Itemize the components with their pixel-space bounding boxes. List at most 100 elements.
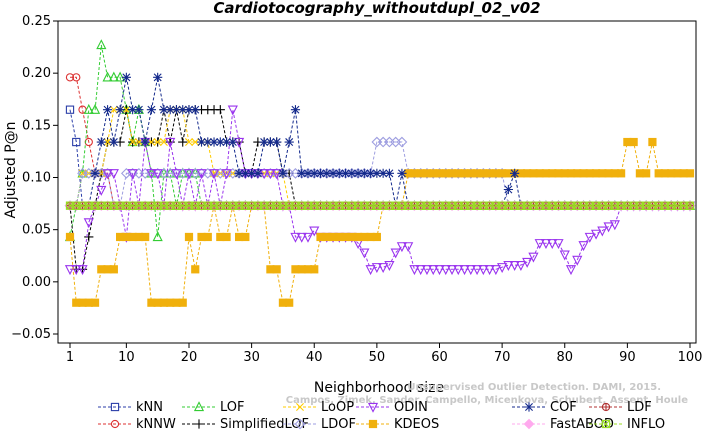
series-point: [109, 105, 118, 114]
series-point: [265, 169, 276, 180]
legend-label: INFLO: [627, 417, 665, 432]
series-point: [109, 265, 118, 274]
series-point: [597, 226, 608, 237]
series-point: [109, 137, 119, 147]
series-point: [396, 242, 408, 253]
series-inflo: [65, 201, 695, 210]
series-point: [128, 138, 137, 147]
legend-item-ldof: LDOF: [283, 417, 356, 432]
legend-marker: [524, 402, 534, 412]
series-point: [96, 185, 107, 196]
legend-item-lof: LOF: [182, 400, 245, 415]
legend-item-ldf: LDF: [589, 400, 652, 415]
series-point: [221, 169, 232, 180]
series-point: [629, 137, 638, 147]
x-tick-label: 20: [181, 350, 198, 365]
x-tick-label: 1: [66, 350, 74, 365]
series-point: [121, 72, 131, 82]
series-point: [159, 105, 169, 115]
series-point: [409, 265, 420, 276]
series-point: [83, 103, 94, 114]
series-point: [185, 138, 193, 147]
legend-marker: [294, 418, 306, 430]
series-point: [490, 265, 501, 276]
series-line-loop: [70, 109, 690, 207]
series-point: [353, 168, 363, 178]
series-point: [72, 73, 81, 82]
legend-marker: [193, 401, 205, 412]
series-point: [590, 229, 602, 240]
series-point: [296, 232, 307, 243]
legend-label: FastABOD: [550, 417, 614, 432]
legend-item-simplifiedlof: SimplifiedLOF: [182, 417, 309, 432]
x-tick-label: 80: [556, 350, 573, 365]
series-point: [497, 263, 508, 274]
series-point: [559, 250, 570, 261]
series-point: [390, 248, 401, 259]
series-point: [359, 168, 369, 178]
series-point: [108, 71, 119, 82]
series-point: [309, 226, 320, 237]
series-line-odin: [70, 109, 690, 271]
series-point: [547, 239, 558, 250]
legend-label: LDOF: [321, 417, 356, 432]
series-point: [309, 168, 319, 178]
series-point: [90, 168, 100, 178]
legend-marker: [296, 403, 304, 411]
series-point: [215, 105, 225, 115]
series-point: [265, 137, 276, 147]
series-point: [302, 232, 314, 243]
series-point: [89, 103, 101, 114]
series-point: [184, 232, 194, 242]
y-tick-label: 0.05: [22, 223, 51, 238]
series-point: [234, 168, 244, 178]
series-point: [528, 252, 539, 263]
series-point: [310, 265, 319, 274]
series-loop: [66, 105, 694, 210]
series-point: [146, 105, 157, 115]
series-point: [453, 265, 464, 276]
series-point: [178, 298, 187, 307]
series-point: [247, 168, 257, 178]
series-point: [171, 169, 182, 180]
series-point: [509, 260, 520, 271]
series-point: [565, 265, 577, 276]
legend-marker: [110, 402, 120, 412]
legend-label: ODIN: [394, 400, 428, 415]
series-point: [259, 137, 269, 147]
legend-label: kNNW: [136, 417, 176, 432]
series-point: [165, 137, 176, 148]
series-point: [278, 168, 288, 178]
series-point: [165, 105, 175, 115]
series-kdeos: [65, 137, 695, 307]
series-point: [459, 265, 470, 276]
series-point: [171, 105, 182, 115]
series-point: [152, 169, 163, 180]
series-point: [90, 298, 100, 307]
series-point: [228, 137, 238, 147]
series-point: [428, 265, 439, 276]
series-point: [396, 136, 408, 148]
series-point: [384, 168, 394, 178]
legend-label: LOF: [220, 400, 245, 415]
y-tick-label: 0.00: [22, 275, 51, 290]
legend-item-cof: COF: [512, 400, 577, 415]
series-point: [384, 260, 395, 271]
series-point: [71, 265, 82, 276]
series-point: [371, 263, 382, 274]
series-point: [642, 169, 651, 178]
series-point: [540, 239, 552, 250]
series-point: [241, 232, 250, 242]
series-simplifiedlof: [65, 105, 695, 274]
series-point: [534, 239, 545, 250]
series-point: [240, 168, 250, 178]
series-point: [196, 169, 207, 180]
series-point: [191, 138, 200, 147]
series-point: [203, 137, 213, 147]
legend-label: LoOP: [321, 400, 354, 415]
series-point: [378, 168, 388, 178]
watermark-line-2: Campos, Zimek, Sander, Campello, Micenko…: [286, 395, 688, 406]
series-point: [397, 168, 407, 178]
y-tick-label: −0.05: [11, 327, 51, 342]
series-point: [253, 168, 263, 178]
